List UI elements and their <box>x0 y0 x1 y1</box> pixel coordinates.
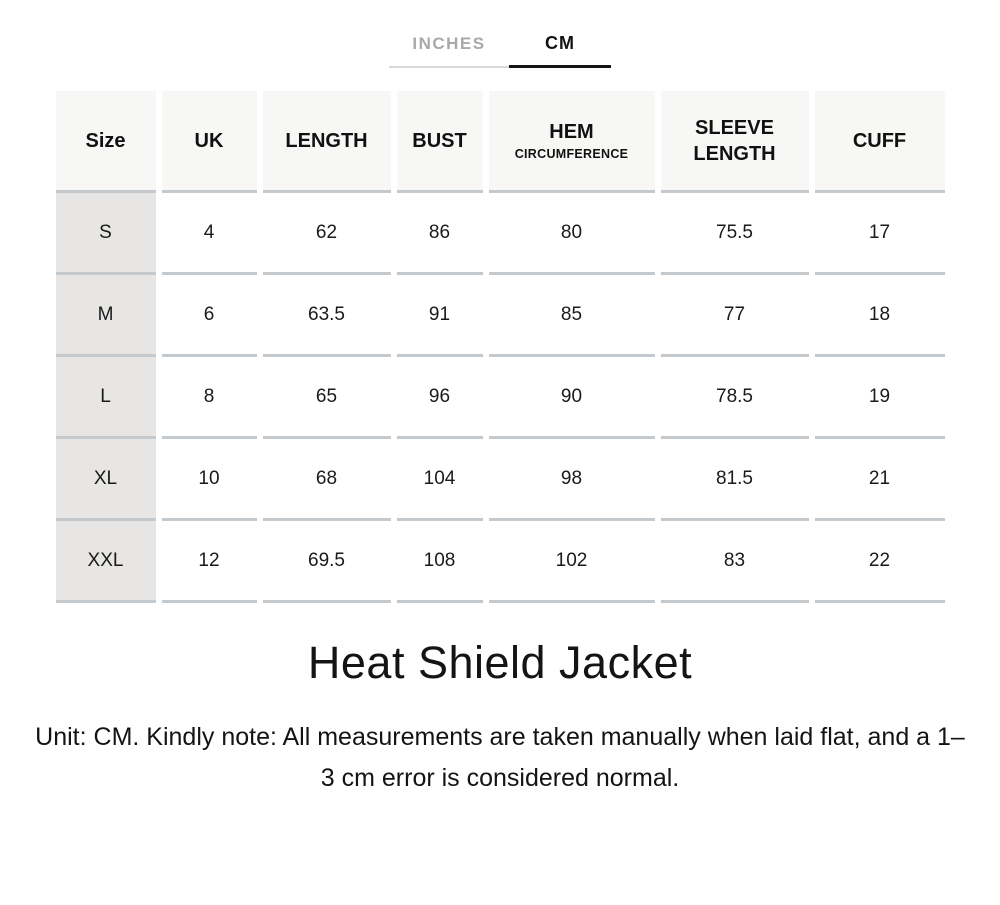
cell-bust: 86 <box>396 193 483 275</box>
measurement-note: Unit: CM. Kindly note: All measurements … <box>35 723 965 792</box>
table-row: S 4 62 86 80 75.5 17 <box>55 193 945 275</box>
cell-uk: 10 <box>161 439 257 521</box>
column-header-size: Size <box>55 91 156 193</box>
column-header-sleeve-length: SLEEVE LENGTH <box>660 91 809 193</box>
cell-hem: 102 <box>488 521 655 603</box>
cell-cuff: 17 <box>814 193 945 275</box>
cell-sleeve: 83 <box>660 521 809 603</box>
cell-cuff: 21 <box>814 439 945 521</box>
column-header-cuff: CUFF <box>814 91 945 193</box>
table-body: S 4 62 86 80 75.5 17 M 6 63.5 91 85 77 18 L 8 65 96 90 78.5… <box>55 193 945 603</box>
cell-bust: 96 <box>396 357 483 439</box>
column-header-label: BUST <box>412 129 467 152</box>
column-header-bust: BUST <box>396 91 483 193</box>
cell-length: 69.5 <box>262 521 391 603</box>
cell-length: 62 <box>262 193 391 275</box>
table-row: XXL 12 69.5 108 102 83 22 <box>55 521 945 603</box>
tab-cm[interactable]: CM <box>509 34 611 68</box>
cell-bust: 91 <box>396 275 483 357</box>
tab-inches[interactable]: INCHES <box>389 35 509 68</box>
cell-uk: 6 <box>161 275 257 357</box>
cell-uk: 4 <box>161 193 257 275</box>
cell-cuff: 22 <box>814 521 945 603</box>
cell-length: 68 <box>262 439 391 521</box>
cell-hem: 80 <box>488 193 655 275</box>
cell-cuff: 19 <box>814 357 945 439</box>
column-header-label: CUFF <box>852 129 907 152</box>
cell-hem: 98 <box>488 439 655 521</box>
cell-sleeve: 75.5 <box>660 193 809 275</box>
cell-sleeve: 78.5 <box>660 357 809 439</box>
row-size-label: L <box>55 357 156 439</box>
cell-hem: 90 <box>488 357 655 439</box>
row-size-label: M <box>55 275 156 357</box>
column-header-label: LENGTH <box>285 129 368 152</box>
cell-cuff: 18 <box>814 275 945 357</box>
table-row: M 6 63.5 91 85 77 18 <box>55 275 945 357</box>
unit-tabs: INCHES CM <box>0 34 1000 68</box>
row-size-label: S <box>55 193 156 275</box>
table-row: L 8 65 96 90 78.5 19 <box>55 357 945 439</box>
size-chart-header: Size UK LENGTH BUST HEM CIRCUMFERENCE SL… <box>55 91 945 193</box>
cell-length: 63.5 <box>262 275 391 357</box>
row-size-label: XL <box>55 439 156 521</box>
column-header-length: LENGTH <box>262 91 391 193</box>
column-header-label: SLEEVE LENGTH <box>693 116 776 165</box>
column-header-label: UK <box>194 129 224 152</box>
column-header-label: HEM <box>549 120 594 143</box>
column-header-label: Size <box>85 129 126 152</box>
cell-bust: 108 <box>396 521 483 603</box>
cell-sleeve: 77 <box>660 275 809 357</box>
column-header-uk: UK <box>161 91 257 193</box>
cell-bust: 104 <box>396 439 483 521</box>
cell-uk: 12 <box>161 521 257 603</box>
size-chart-table: Size UK LENGTH BUST HEM CIRCUMFERENCE SL… <box>50 91 951 603</box>
cell-length: 65 <box>262 357 391 439</box>
cell-uk: 8 <box>161 357 257 439</box>
column-header-sublabel: CIRCUMFERENCE <box>514 146 629 161</box>
cell-hem: 85 <box>488 275 655 357</box>
row-size-label: XXL <box>55 521 156 603</box>
table-row: XL 10 68 104 98 81.5 21 <box>55 439 945 521</box>
cell-sleeve: 81.5 <box>660 439 809 521</box>
column-header-hem: HEM CIRCUMFERENCE <box>488 91 655 193</box>
page-title: Heat Shield Jacket <box>307 637 693 688</box>
